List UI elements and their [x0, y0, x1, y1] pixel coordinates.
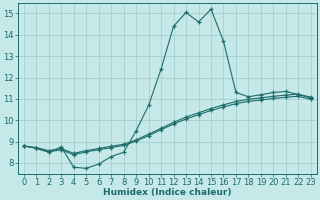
- X-axis label: Humidex (Indice chaleur): Humidex (Indice chaleur): [103, 188, 232, 197]
